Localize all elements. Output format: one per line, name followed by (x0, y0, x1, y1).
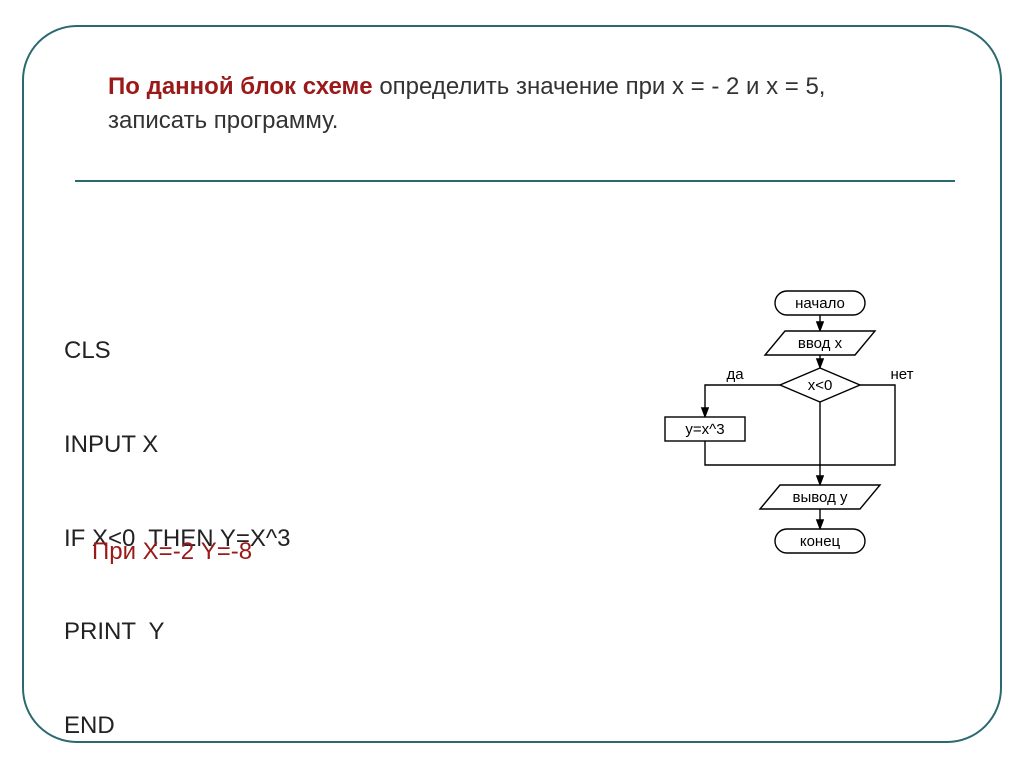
svg-text:нет: нет (891, 366, 914, 383)
svg-text:ввод х: ввод х (798, 335, 843, 352)
svg-text:конец: конец (800, 533, 841, 550)
code-line: PRINT Y (64, 616, 290, 647)
svg-text:вывод у: вывод у (793, 489, 848, 506)
task-bold: По данной блок схеме (108, 73, 373, 100)
code-block: CLS INPUT X IF X<0 THEN Y=X^3 PRINT Y EN… (64, 273, 290, 772)
code-line: INPUT X (64, 429, 290, 460)
code-line: CLS (64, 335, 290, 366)
code-line: END (64, 710, 290, 741)
flowchart: да нет начало ввод х x<0 y=x^3 вывод у конец (620, 270, 960, 590)
svg-text:y=x^3: y=x^3 (685, 421, 724, 438)
result-text: При Х=-2 Y=-8 (92, 538, 252, 566)
svg-text:да: да (726, 366, 744, 383)
divider (75, 180, 955, 182)
svg-text:x<0: x<0 (808, 377, 833, 394)
svg-text:начало: начало (795, 295, 845, 312)
task-statement: По данной блок схеме определить значение… (108, 70, 928, 137)
